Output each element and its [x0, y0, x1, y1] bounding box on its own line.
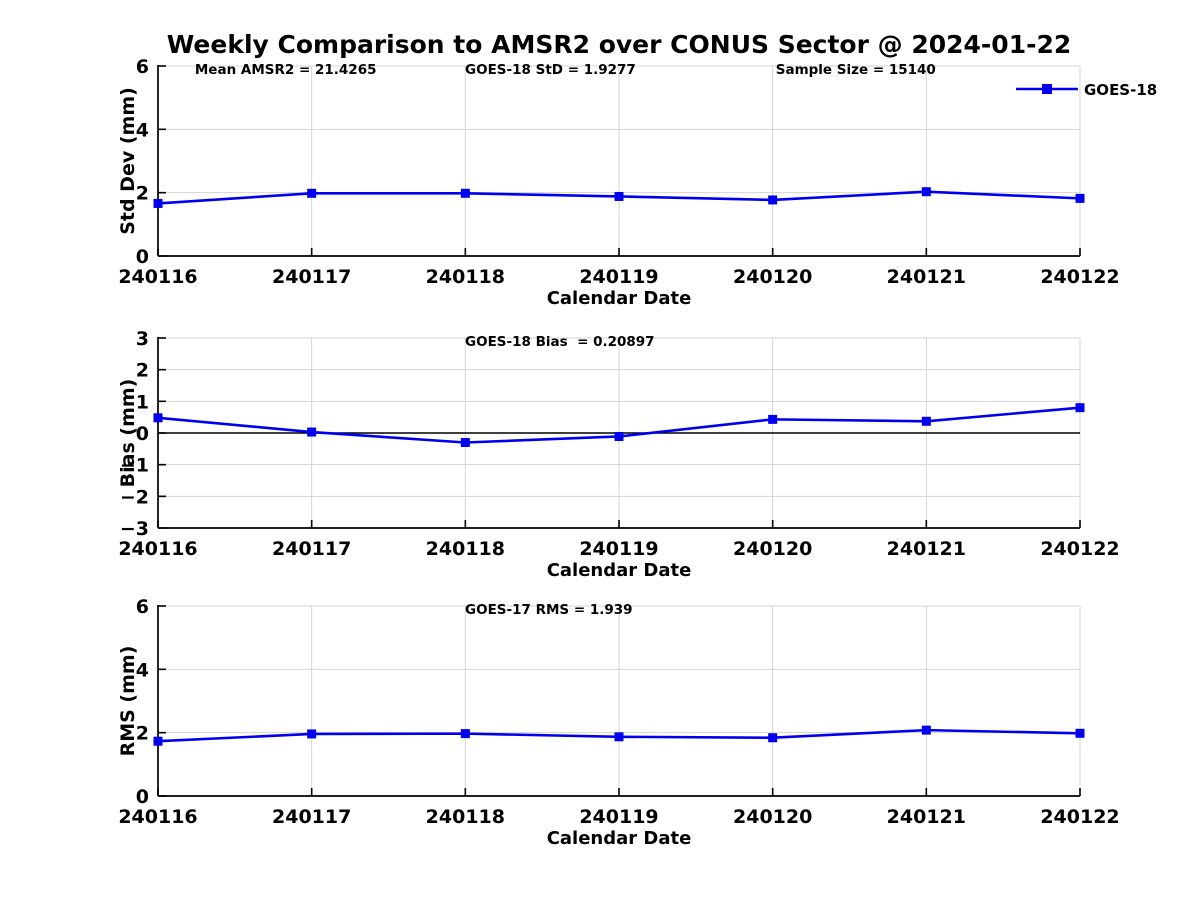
series-marker: [614, 732, 624, 742]
y-tick-label: 4: [136, 659, 149, 681]
x-tick-label: 240122: [1040, 538, 1119, 560]
x-axis-label: Calendar Date: [547, 288, 692, 309]
x-tick-label: 240119: [579, 806, 658, 828]
x-tick-label: 240120: [733, 806, 812, 828]
y-tick-label: 0: [136, 246, 149, 268]
x-tick-label: 240120: [733, 538, 812, 560]
series-marker: [768, 733, 778, 743]
y-axis-label: RMS (mm): [117, 646, 139, 757]
annotation-text: GOES-17 RMS = 1.939: [465, 602, 633, 618]
series-marker: [614, 191, 624, 201]
annotation-text: Sample Size = 15140: [776, 62, 936, 78]
x-axis-label: Calendar Date: [547, 560, 692, 581]
figure-title: Weekly Comparison to AMSR2 over CONUS Se…: [166, 30, 1072, 59]
series-marker: [153, 736, 163, 746]
series-marker: [768, 414, 778, 424]
y-tick-label: 2: [136, 360, 149, 382]
y-tick-label: 6: [136, 56, 149, 78]
series-marker: [307, 427, 317, 437]
x-tick-label: 240122: [1040, 266, 1119, 288]
y-tick-label: 1: [136, 391, 149, 413]
x-tick-label: 240119: [579, 266, 658, 288]
annotation-text: GOES-18 Bias = 0.20897: [465, 334, 655, 350]
x-tick-label: 240117: [272, 806, 351, 828]
annotation-text: Mean AMSR2 = 21.4265: [195, 62, 377, 78]
x-tick-label: 240121: [887, 266, 966, 288]
legend-label: GOES-18: [1084, 81, 1157, 99]
series-marker: [921, 725, 931, 735]
x-tick-label: 240121: [887, 806, 966, 828]
series-marker: [1075, 728, 1085, 738]
x-tick-label: 240118: [426, 538, 505, 560]
y-tick-label: −2: [120, 486, 149, 508]
series-marker: [1075, 403, 1085, 413]
series-marker: [460, 729, 470, 739]
series-marker: [460, 438, 470, 447]
x-axis-label: Calendar Date: [547, 828, 692, 849]
y-tick-label: −3: [120, 518, 149, 540]
y-tick-label: 2: [136, 183, 149, 205]
annotation-text: GOES-18 StD = 1.9277: [465, 62, 636, 78]
x-tick-label: 240120: [733, 266, 812, 288]
y-tick-label: 3: [136, 328, 149, 350]
series-marker: [614, 431, 624, 441]
series-marker: [768, 195, 778, 205]
y-axis-label: Bias (mm): [117, 379, 139, 488]
series-marker: [307, 188, 317, 198]
x-tick-label: 240118: [426, 806, 505, 828]
x-tick-label: 240122: [1040, 806, 1119, 828]
x-tick-label: 240116: [118, 538, 197, 560]
series-marker: [1075, 193, 1085, 203]
y-tick-label: 4: [136, 119, 149, 141]
series-marker: [153, 413, 163, 423]
x-tick-label: 240116: [118, 806, 197, 828]
series-marker: [921, 416, 931, 426]
y-tick-label: 0: [136, 786, 149, 808]
x-tick-label: 240121: [887, 538, 966, 560]
y-tick-label: −1: [120, 455, 149, 477]
x-tick-label: 240117: [272, 538, 351, 560]
x-tick-label: 240116: [118, 266, 197, 288]
series-marker: [153, 198, 163, 208]
series-marker: [307, 729, 317, 739]
x-tick-label: 240119: [579, 538, 658, 560]
legend-marker-icon: [1042, 84, 1052, 94]
series-marker: [921, 187, 931, 197]
x-tick-label: 240118: [426, 266, 505, 288]
y-tick-label: 2: [136, 723, 149, 745]
y-axis-label: Std Dev (mm): [117, 87, 139, 235]
x-tick-label: 240117: [272, 266, 351, 288]
y-tick-label: 6: [136, 596, 149, 618]
y-tick-label: 0: [136, 423, 149, 445]
series-marker: [460, 188, 470, 198]
